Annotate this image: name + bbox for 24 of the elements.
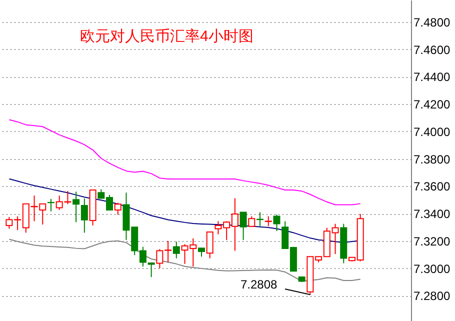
y-tick-label: 7.3000 bbox=[414, 262, 451, 276]
y-tick-label: 7.4000 bbox=[414, 124, 451, 139]
y-tick-label: 7.3600 bbox=[414, 180, 451, 194]
candlestick bbox=[114, 202, 122, 216]
y-tick-label: 7.4200 bbox=[414, 98, 451, 112]
candlestick bbox=[172, 241, 180, 259]
candlestick bbox=[72, 191, 80, 223]
candlestick bbox=[264, 216, 272, 227]
candlestick bbox=[206, 232, 214, 259]
y-tick-label: 7.2800 bbox=[414, 289, 451, 304]
y-tick-label: 7.3400 bbox=[414, 207, 451, 222]
candlestick bbox=[80, 198, 88, 234]
line-series bbox=[8, 119, 361, 206]
candlestick bbox=[273, 214, 280, 232]
y-tick-label: 7.4600 bbox=[414, 42, 451, 57]
y-tick-label: 7.3800 bbox=[414, 152, 451, 166]
candlestick bbox=[47, 198, 54, 212]
text: 欧元对人民币汇率4小时图 bbox=[80, 28, 254, 45]
y-tick-label: 7.4400 bbox=[414, 70, 451, 84]
y-tick-label: 7.3200 bbox=[414, 234, 451, 248]
candlestick bbox=[240, 212, 247, 240]
annotation: 7.2808 bbox=[240, 278, 278, 292]
y-tick-label: 7.4800 bbox=[414, 15, 451, 30]
candlestick bbox=[248, 216, 256, 227]
